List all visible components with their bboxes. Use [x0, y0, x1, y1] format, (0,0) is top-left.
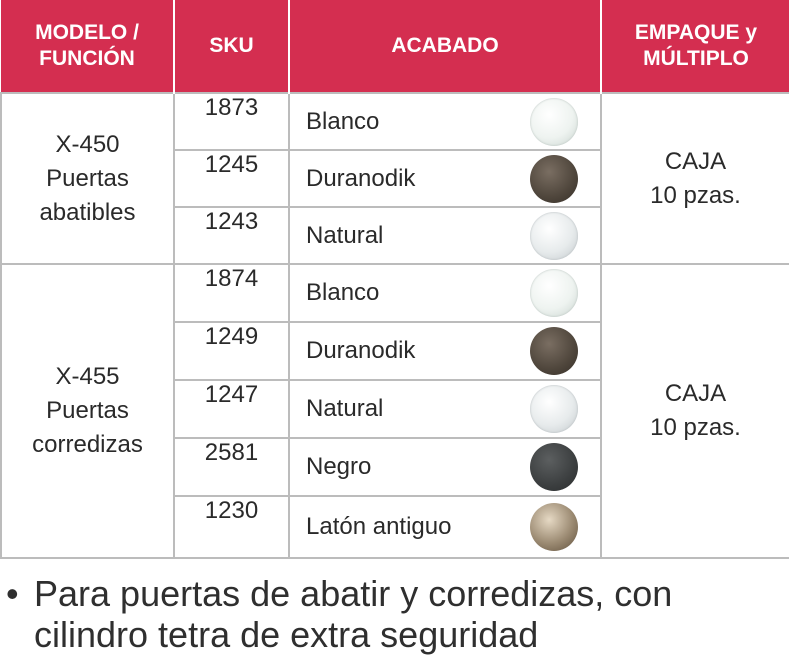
table-row: 1247 Natural: [1, 379, 789, 439]
pack-line: 10 pzas.: [650, 181, 741, 209]
finish-label: Blanco: [306, 107, 380, 135]
sku-cell: 1230: [173, 495, 290, 559]
feature-note: • Para puertas de abatir y corredizas, c…: [6, 573, 786, 655]
table-row: 1243 Natural: [1, 206, 789, 265]
header-sku: SKU: [174, 0, 290, 93]
finish-swatch-natural: [530, 211, 578, 260]
header-pack-line1: EMPAQUE y: [634, 21, 758, 44]
model-cell-x455: X-455 Puertas corredizas: [0, 263, 175, 559]
model-line: abatibles: [39, 198, 136, 226]
pack-line: CAJA: [664, 147, 727, 175]
sku-cell: 1874: [173, 263, 290, 323]
finish-cell: Natural: [288, 379, 602, 439]
sku-cell: 2581: [173, 437, 290, 497]
table-row: 2581 Negro: [1, 437, 789, 497]
table-row: 1230 Latón antiguo: [1, 495, 789, 559]
product-spec-table: MODELO / FUNCIÓN SKU ACABADO EMPAQUE y M…: [0, 0, 789, 559]
table-row: X-450 Puertas abatibles 1873 Blanco CAJA…: [0, 92, 789, 265]
finish-swatch-blanco: [530, 269, 578, 317]
finish-cell: Latón antiguo: [288, 495, 602, 559]
model-line: X-450: [55, 130, 120, 158]
model-line: Puertas: [46, 397, 129, 424]
finish-label: Latón antiguo: [306, 513, 452, 540]
header-pack: EMPAQUE y MÚLTIPLO: [601, 0, 789, 93]
finish-label: Natural: [306, 395, 384, 422]
sku-cell: 1247: [173, 379, 290, 439]
finish-label: Duranodik: [306, 164, 416, 192]
bullet-icon: •: [6, 573, 19, 614]
finish-swatch-blanco: [530, 97, 578, 146]
sku-cell: 1873: [173, 92, 290, 151]
model-cell-x450: X-450 Puertas abatibles: [0, 92, 175, 265]
sku-cell: 1249: [173, 321, 290, 381]
feature-note-line2: cilindro tetra de extra seguridad: [34, 614, 539, 655]
table-row: X-455 Puertas corredizas 1874 Blanco CAJ…: [0, 263, 789, 559]
finish-swatch-negro: [530, 443, 578, 491]
table-row: 1245 Duranodik: [1, 149, 789, 208]
header-model-line1: MODELO /: [35, 21, 139, 44]
pack-line: 10 pzas.: [650, 414, 741, 441]
finish-label: Natural: [306, 221, 384, 249]
sku-cell: 1243: [173, 206, 290, 265]
finish-swatch-laton-antiguo: [530, 503, 578, 551]
finish-cell: Blanco: [288, 263, 602, 323]
finish-cell: Blanco: [288, 92, 602, 151]
pack-cell-x450: CAJA 10 pzas.: [600, 92, 789, 265]
finish-cell: Negro: [288, 437, 602, 497]
finish-cell: Duranodik: [288, 321, 602, 381]
finish-swatch-duranodik: [530, 327, 578, 375]
finish-label: Blanco: [306, 279, 380, 306]
finish-cell: Natural: [288, 206, 602, 265]
header-row: MODELO / FUNCIÓN SKU ACABADO EMPAQUE y M…: [1, 0, 789, 93]
finish-swatch-natural: [530, 385, 578, 433]
pack-cell-x455: CAJA 10 pzas.: [600, 263, 789, 559]
finish-label: Negro: [306, 453, 372, 480]
model-line: corredizas: [32, 431, 143, 458]
finish-swatch-duranodik: [530, 154, 578, 203]
model-line: X-455: [55, 363, 120, 390]
finish-label: Duranodik: [306, 337, 416, 364]
header-model: MODELO / FUNCIÓN: [1, 0, 175, 93]
header-model-line2: FUNCIÓN: [39, 47, 135, 70]
model-line: Puertas: [46, 164, 129, 192]
sku-cell: 1245: [173, 149, 290, 208]
table-row: 1249 Duranodik: [1, 321, 789, 381]
header-pack-line2: MÚLTIPLO: [643, 47, 749, 70]
finish-cell: Duranodik: [288, 149, 602, 208]
feature-note-line1: Para puertas de abatir y corredizas, con: [34, 573, 673, 614]
pack-line: CAJA: [664, 380, 727, 407]
header-finish: ACABADO: [289, 0, 602, 93]
